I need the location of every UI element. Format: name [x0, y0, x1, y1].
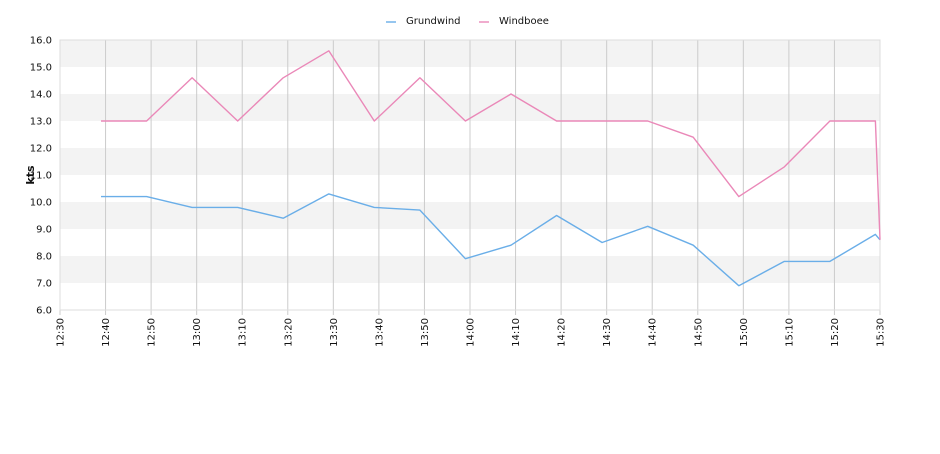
x-tick-label: 13:00	[192, 318, 203, 347]
x-tick-label: 12:50	[147, 318, 158, 347]
x-tick-label: 14:00	[466, 318, 477, 347]
x-tick-label: 14:30	[602, 318, 613, 347]
series-line-windboee	[101, 50, 881, 240]
y-tick-label: 11.0	[30, 171, 52, 182]
x-tick-label: 14:20	[557, 318, 568, 347]
legend: Grundwind Windboee	[386, 16, 549, 27]
x-tick-label: 14:10	[511, 318, 522, 347]
y-tick-label: 13.0	[30, 117, 52, 128]
legend-entry: Grundwind	[406, 16, 461, 27]
x-axis-ticks: 12:30 12:40 12:50 13:00 13:10 13:20 13:30 13:40…	[56, 318, 887, 347]
x-tick-label: 13:30	[329, 318, 340, 347]
series-line-grundwind	[101, 193, 881, 287]
y-tick-label: 9.0	[36, 225, 52, 236]
x-tick-label: 12:40	[101, 318, 112, 347]
x-tick-label: 15:10	[784, 318, 795, 347]
y-tick-label: 12.0	[30, 144, 52, 155]
x-tick-label: 13:40	[374, 318, 385, 347]
y-tick-label: 10.0	[30, 198, 52, 209]
y-tick-label: 7.0	[36, 279, 52, 290]
y-axis-label: kts	[24, 165, 37, 185]
plot-frame	[59, 39, 881, 311]
x-tick-label: 15:00	[739, 318, 750, 347]
y-axis-ticks: 6.0 7.0 8.0 9.0 10.0 11.0 12.0 13.0 14.0 15.0 16.0	[30, 36, 52, 317]
x-tick-label: 12:30	[56, 318, 67, 347]
x-tick-label: 13:20	[283, 318, 294, 347]
x-tick-label: 15:20	[830, 318, 841, 347]
series-layer	[101, 50, 881, 287]
y-tick-label: 8.0	[36, 252, 52, 263]
y-tick-label: 14.0	[30, 90, 52, 101]
x-tick-label: 13:10	[238, 318, 249, 347]
x-tick-label: 14:50	[693, 318, 704, 347]
y-tick-label: 15.0	[30, 63, 52, 74]
y-tick-label: 16.0	[30, 36, 52, 47]
x-tick-label: 14:40	[648, 318, 659, 347]
x-tick-label: 15:30	[876, 318, 887, 347]
y-tick-label: 6.0	[36, 306, 52, 317]
legend-entry: Windboee	[499, 16, 549, 27]
x-tick-label: 13:50	[420, 318, 431, 347]
